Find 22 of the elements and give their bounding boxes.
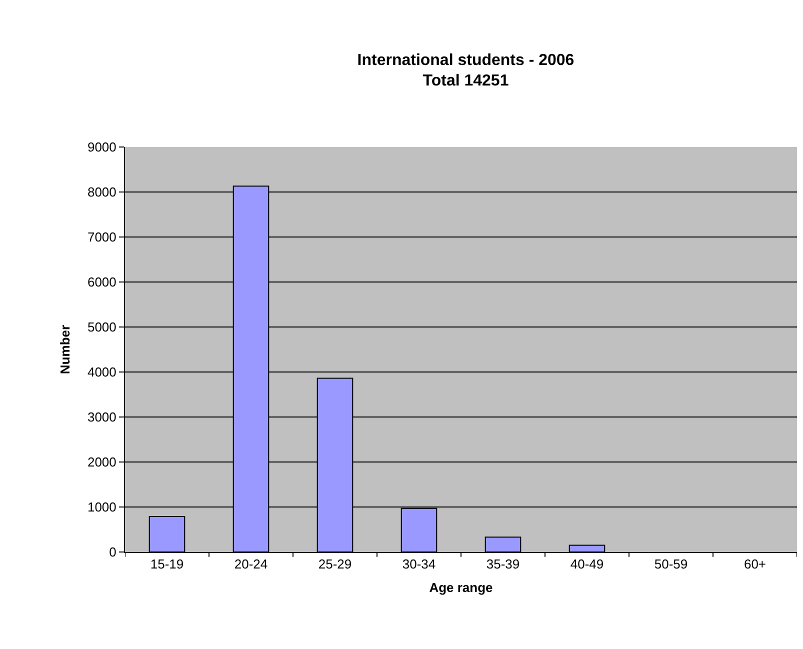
- y-tick-label: 3000: [87, 410, 116, 425]
- y-tick-label: 2000: [87, 454, 116, 470]
- x-tick-label: 20-24: [234, 556, 268, 572]
- y-tick-label: 5000: [87, 320, 116, 335]
- chart-subtitle: Total 14251: [422, 72, 509, 90]
- x-tick-label: 60+: [744, 556, 766, 572]
- y-axis-title: Number: [57, 324, 72, 374]
- y-tick-label: 0: [109, 544, 116, 560]
- y-tick-label: 6000: [87, 274, 116, 290]
- x-tick-label: 40-49: [570, 556, 604, 572]
- x-tick-label: 50-59: [654, 556, 688, 572]
- y-tick-label: 1000: [87, 500, 116, 515]
- y-tick-label: 7000: [87, 230, 116, 245]
- x-axis-title: Age range: [429, 580, 493, 596]
- y-tick-label: 4000: [87, 364, 116, 380]
- x-tick-label: 15-19: [150, 556, 184, 572]
- x-tick-label: 30-34: [402, 556, 436, 572]
- x-tick-label: 25-29: [318, 556, 352, 572]
- x-tick-label: 35-39: [486, 556, 520, 572]
- chart-title: International students - 2006: [357, 52, 574, 69]
- y-tick-label: 8000: [87, 184, 116, 200]
- y-tick-label: 9000: [87, 140, 116, 155]
